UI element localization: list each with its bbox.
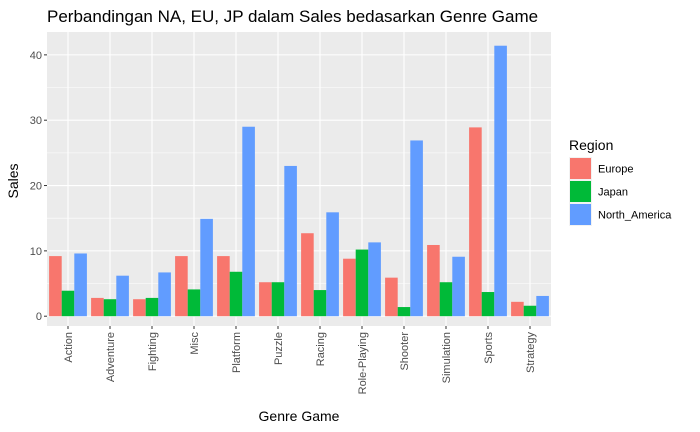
x-tick-label: Fighting	[147, 332, 159, 371]
bar-strategy-japan	[523, 305, 537, 317]
legend: Region Europe Japan North_America	[569, 137, 672, 226]
bar-simulation-europe	[427, 244, 440, 317]
bar-adventure-japan	[103, 299, 117, 317]
bar-simulation-north-america	[452, 256, 465, 317]
x-tick-label: Platform	[231, 332, 243, 373]
y-tick-label: 40	[30, 50, 42, 62]
legend-label-north-america: North_America	[598, 210, 672, 222]
bar-role-playing-europe	[343, 258, 356, 317]
bar-role-playing-north-america	[368, 242, 381, 317]
bar-strategy-north-america	[536, 295, 549, 317]
bar-misc-north-america	[200, 218, 213, 317]
bars	[49, 45, 549, 317]
plot-panel	[47, 32, 551, 326]
x-axis-title: Genre Game	[259, 408, 340, 424]
bar-racing-europe	[301, 233, 314, 317]
legend-label-japan: Japan	[598, 187, 628, 199]
bar-platform-europe	[217, 256, 230, 317]
bar-racing-north-america	[326, 212, 339, 317]
y-tick-label: 20	[30, 181, 42, 193]
y-axis-title: Sales	[5, 163, 21, 198]
bar-adventure-europe	[91, 297, 104, 317]
bar-shooter-japan	[397, 307, 411, 317]
x-tick-label: Puzzle	[273, 332, 285, 365]
bar-action-north-america	[74, 253, 87, 317]
x-tick-label: Sports	[483, 332, 495, 364]
bar-shooter-north-america	[410, 140, 423, 317]
bar-strategy-europe	[511, 301, 524, 317]
bar-action-europe	[49, 256, 62, 317]
bar-sports-europe	[469, 127, 482, 317]
x-tick-label: Strategy	[525, 332, 537, 373]
bar-fighting-north-america	[158, 272, 171, 317]
bar-action-japan	[61, 290, 75, 317]
legend-key-europe	[570, 158, 591, 179]
x-axis: Action Adventure Fighting Misc Platform Puzzl…	[63, 326, 537, 394]
x-tick-label: Adventure	[105, 332, 117, 382]
bar-racing-japan	[313, 290, 327, 317]
bar-puzzle-japan	[271, 282, 285, 317]
bar-platform-japan	[229, 271, 243, 317]
x-tick-label: Role-Playing	[357, 332, 369, 394]
bar-fighting-europe	[133, 299, 146, 317]
bar-puzzle-europe	[259, 282, 272, 317]
gridlines	[47, 32, 551, 326]
legend-key-japan	[570, 181, 591, 202]
bar-sports-japan	[481, 292, 495, 317]
chart-title: Perbandingan NA, EU, JP dalam Sales beda…	[47, 7, 538, 26]
y-tick-label: 10	[30, 246, 42, 258]
bar-platform-north-america	[242, 126, 255, 317]
x-tick-label: Action	[63, 332, 75, 363]
bar-fighting-japan	[145, 297, 159, 317]
y-tick-label: 30	[30, 115, 42, 127]
bar-adventure-north-america	[116, 275, 129, 317]
bar-simulation-japan	[439, 282, 453, 317]
bar-role-playing-japan	[355, 249, 369, 317]
x-tick-label: Shooter	[399, 332, 411, 371]
x-tick-label: Simulation	[441, 332, 453, 383]
y-axis: 0 10 20 30 40	[30, 50, 47, 323]
bar-shooter-europe	[385, 277, 398, 317]
legend-key-north-america	[570, 204, 591, 225]
x-tick-label: Misc	[189, 332, 201, 355]
bar-sports-north-america	[494, 45, 507, 317]
bar-puzzle-north-america	[284, 165, 297, 317]
legend-title: Region	[569, 137, 613, 153]
bar-misc-japan	[187, 289, 201, 317]
legend-label-europe: Europe	[598, 164, 633, 176]
x-tick-label: Racing	[315, 332, 327, 366]
y-tick-label: 0	[36, 311, 42, 323]
bar-misc-europe	[175, 256, 188, 317]
